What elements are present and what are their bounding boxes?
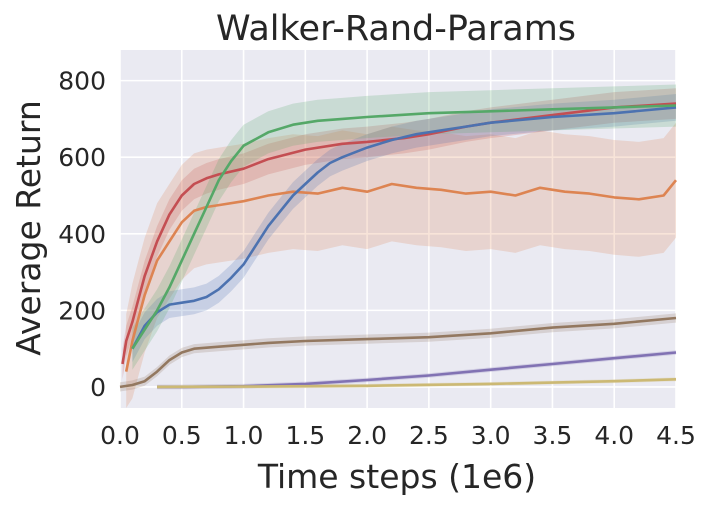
chart-title: Walker-Rand-Params: [216, 9, 576, 49]
x-tick-label: 2.5: [409, 421, 449, 450]
x-tick-label: 4.0: [594, 421, 634, 450]
series-line-1: [124, 179, 678, 372]
series-band-1: [126, 122, 676, 408]
series-band-4: [120, 313, 676, 392]
y-tick-labels: 0 200 400 600 800: [58, 67, 106, 402]
y-tick-label: 0: [90, 373, 106, 402]
x-tick-label: 4.5: [656, 421, 696, 450]
y-tick-label: 600: [58, 143, 106, 172]
x-tick-label: 2.0: [347, 421, 387, 450]
series-line-6: [157, 378, 677, 389]
y-tick-label: 400: [58, 220, 106, 249]
series-line-3: [131, 104, 677, 350]
y-tick-label: 200: [58, 296, 106, 325]
series-line-2: [131, 106, 677, 350]
series-band-2: [132, 94, 676, 363]
x-tick-label: 1.0: [224, 421, 264, 450]
x-tick-label: 0.5: [162, 421, 202, 450]
x-tick-label: 3.5: [533, 421, 573, 450]
y-tick-label: 800: [58, 67, 106, 96]
series-lines: [119, 102, 678, 389]
y-axis-label: Average Return: [9, 100, 48, 356]
x-tick-labels: 0.0 0.5 1.0 1.5 2.0 2.5 3.0 3.5 4.0 4.5: [100, 421, 696, 450]
x-tick-label: 1.5: [285, 421, 325, 450]
x-tick-label: 0.0: [100, 421, 140, 450]
x-tick-label: 3.0: [471, 421, 511, 450]
series-line-4: [119, 316, 677, 389]
x-axis-label: Time steps (1e6): [257, 457, 536, 496]
